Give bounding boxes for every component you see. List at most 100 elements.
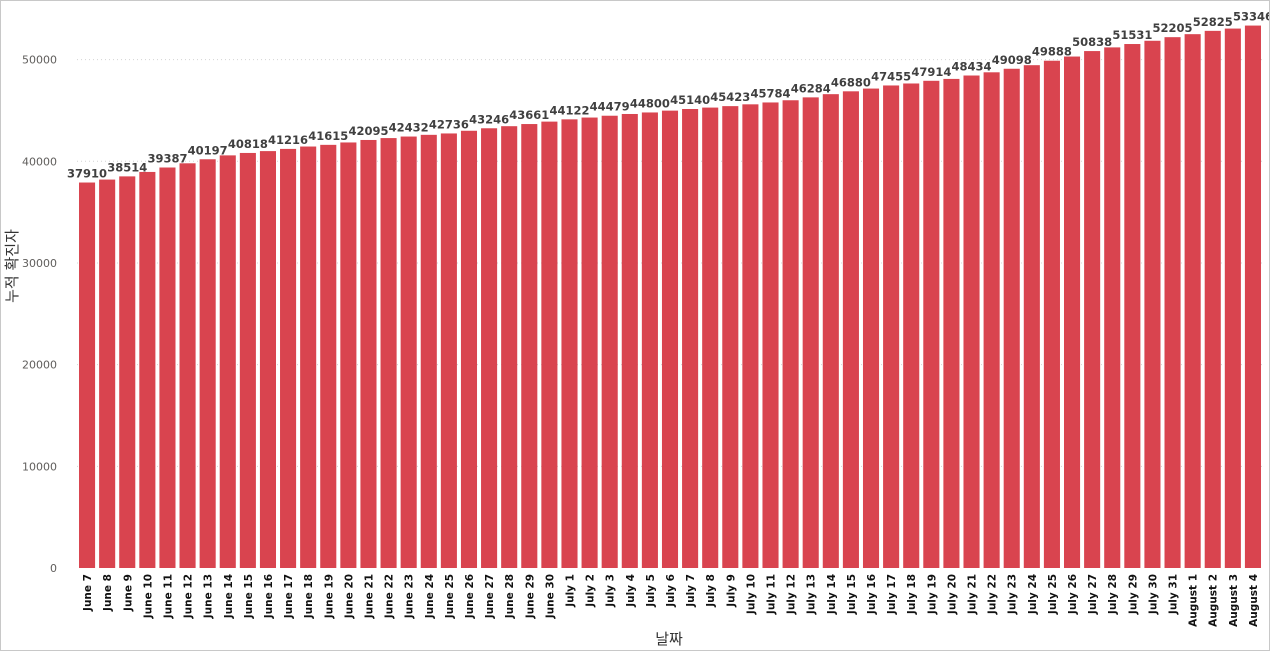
y-tick-label: 50000 xyxy=(22,54,57,67)
bar[interactable] xyxy=(943,78,960,568)
x-tick-label: July 27 xyxy=(1087,574,1099,615)
x-tick-label: July 18 xyxy=(906,574,918,615)
data-label: 53346 xyxy=(1233,10,1269,24)
x-tick-label: July 8 xyxy=(705,574,717,608)
bar[interactable] xyxy=(239,152,256,568)
bar[interactable] xyxy=(1244,25,1261,568)
bar[interactable] xyxy=(822,94,839,568)
bar[interactable] xyxy=(280,148,297,568)
bar[interactable] xyxy=(159,167,176,568)
bar[interactable] xyxy=(99,179,116,568)
bar[interactable] xyxy=(1023,65,1040,568)
y-tick-label: 10000 xyxy=(22,460,57,473)
bar[interactable] xyxy=(380,138,397,569)
bar[interactable] xyxy=(460,130,478,568)
bar[interactable] xyxy=(621,113,638,569)
bar[interactable] xyxy=(219,155,236,568)
x-tick-label: June 11 xyxy=(162,574,174,619)
bar[interactable] xyxy=(1184,34,1201,569)
bar[interactable] xyxy=(1084,51,1101,569)
bar[interactable] xyxy=(1124,44,1141,568)
bar[interactable] xyxy=(883,85,900,568)
bar[interactable] xyxy=(742,104,759,568)
x-tick-label: July 11 xyxy=(766,574,778,615)
bar[interactable] xyxy=(842,91,859,568)
data-label: 37910 xyxy=(67,167,107,181)
bar[interactable] xyxy=(802,97,819,569)
x-tick-label: June 15 xyxy=(243,574,255,619)
bar[interactable] xyxy=(903,83,920,568)
data-label: 49098 xyxy=(992,53,1032,67)
data-label: 44479 xyxy=(590,100,630,114)
data-label: 49888 xyxy=(1032,45,1072,59)
x-tick-label: July 19 xyxy=(926,574,938,615)
bar[interactable] xyxy=(1003,68,1020,568)
x-tick-label: June 13 xyxy=(203,574,215,619)
bar[interactable] xyxy=(661,110,679,568)
bar[interactable] xyxy=(340,142,357,568)
data-label: 50838 xyxy=(1072,35,1112,49)
x-tick-label: July 17 xyxy=(886,574,898,615)
bar[interactable] xyxy=(1204,30,1221,569)
bar[interactable] xyxy=(1144,40,1161,568)
bar[interactable] xyxy=(119,176,136,568)
bar[interactable] xyxy=(601,115,618,569)
bar[interactable] xyxy=(259,151,277,569)
y-axis-ticks: 0 10000 20000 30000 40000 50000 xyxy=(22,54,57,575)
bar[interactable] xyxy=(641,112,658,568)
bar[interactable] xyxy=(139,171,156,568)
bar[interactable] xyxy=(360,139,377,568)
bar[interactable] xyxy=(440,133,457,569)
bar[interactable] xyxy=(762,102,779,569)
data-label: 45784 xyxy=(751,86,791,100)
x-tick-label: July 16 xyxy=(866,574,878,615)
data-label: 42095 xyxy=(348,124,388,138)
bar[interactable] xyxy=(561,119,578,568)
data-label: 41615 xyxy=(308,129,348,143)
bar[interactable] xyxy=(702,107,719,569)
x-tick-label: June 25 xyxy=(444,574,456,619)
x-tick-label: June 22 xyxy=(384,574,396,619)
bar[interactable] xyxy=(722,106,739,568)
data-label: 46880 xyxy=(831,75,871,89)
bar[interactable] xyxy=(79,182,96,568)
data-label: 46284 xyxy=(791,81,831,95)
x-tick-label: July 2 xyxy=(585,574,597,608)
bar[interactable] xyxy=(1164,37,1181,569)
bar[interactable] xyxy=(983,72,1000,568)
y-tick-label: 40000 xyxy=(22,155,57,168)
bar[interactable] xyxy=(782,100,799,568)
data-label: 47455 xyxy=(871,69,911,83)
bar[interactable] xyxy=(199,159,216,568)
bar[interactable] xyxy=(501,126,518,569)
data-label: 42736 xyxy=(429,117,469,131)
bar[interactable] xyxy=(1104,47,1121,569)
x-axis-ticks: June 7 June 8 June 9 June 10 June 11 June 12 J… xyxy=(82,574,1260,627)
bar[interactable] xyxy=(521,124,538,568)
bar[interactable] xyxy=(1063,56,1081,568)
data-label: 47914 xyxy=(911,65,951,79)
bar[interactable] xyxy=(923,80,940,569)
bar[interactable] xyxy=(481,128,498,569)
bar[interactable] xyxy=(420,134,437,568)
bar[interactable] xyxy=(862,88,880,568)
bar[interactable] xyxy=(1224,28,1241,569)
bar[interactable] xyxy=(1043,60,1060,568)
x-tick-label: July 23 xyxy=(1007,574,1019,615)
x-tick-label: July 28 xyxy=(1107,574,1119,615)
bar[interactable] xyxy=(320,144,337,568)
bar[interactable] xyxy=(179,163,196,568)
x-tick-label: June 27 xyxy=(484,574,496,619)
bar[interactable] xyxy=(300,146,317,568)
bar[interactable] xyxy=(541,121,558,568)
x-tick-label: July 5 xyxy=(645,574,657,608)
x-tick-label: July 15 xyxy=(846,574,858,615)
x-axis-title: 날짜 xyxy=(655,630,683,648)
bar[interactable] xyxy=(400,136,417,568)
bar[interactable] xyxy=(963,75,980,569)
bar[interactable] xyxy=(682,109,699,569)
data-label: 38514 xyxy=(107,160,147,174)
bar[interactable] xyxy=(581,117,598,568)
